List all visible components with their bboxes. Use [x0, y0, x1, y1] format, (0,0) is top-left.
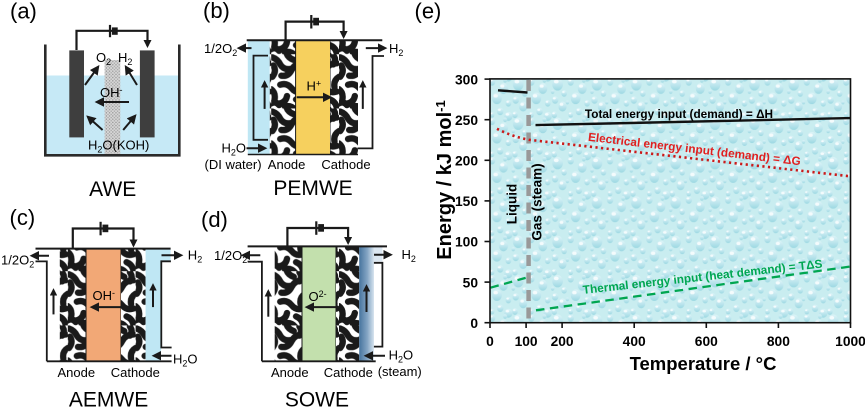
svg-text:Total energy input (demand) =: Total energy input (demand) = ΔH [585, 107, 773, 121]
svg-text:Cathode: Cathode [324, 365, 373, 380]
svg-text:Energy / kJ mol-1: Energy / kJ mol-1 [433, 100, 456, 259]
svg-text:(d): (d) [201, 207, 228, 232]
svg-text:1/2O2: 1/2O2 [214, 248, 247, 265]
svg-text:AWE: AWE [89, 178, 136, 201]
svg-text:300: 300 [455, 72, 478, 87]
svg-text:200: 200 [551, 334, 574, 349]
svg-text:800: 800 [767, 334, 790, 349]
svg-text:600: 600 [695, 334, 718, 349]
svg-text:Temperature / °C: Temperature / °C [630, 353, 777, 374]
svg-text:OH-: OH- [100, 85, 123, 100]
svg-text:150: 150 [455, 194, 478, 209]
svg-text:H2: H2 [389, 41, 403, 58]
svg-text:H2: H2 [188, 248, 202, 265]
svg-text:(DI water): (DI water) [205, 157, 262, 172]
svg-text:PEMWE: PEMWE [273, 177, 352, 200]
svg-text:(b): (b) [203, 0, 230, 23]
svg-text:AEMWE: AEMWE [69, 388, 148, 408]
svg-text:400: 400 [623, 334, 646, 349]
svg-text:(a): (a) [10, 0, 37, 24]
svg-text:(steam): (steam) [378, 364, 422, 379]
svg-text:H2: H2 [402, 247, 416, 264]
svg-text:200: 200 [455, 154, 478, 169]
svg-text:0: 0 [470, 316, 478, 331]
svg-text:SOWE: SOWE [285, 388, 349, 408]
svg-text:Cathode: Cathode [321, 157, 370, 172]
svg-text:O2: O2 [96, 50, 111, 67]
svg-text:Anode: Anode [58, 365, 96, 380]
svg-text:Cathode: Cathode [111, 365, 160, 380]
svg-text:100: 100 [455, 235, 478, 250]
svg-text:50: 50 [463, 275, 479, 290]
svg-text:1/2O2: 1/2O2 [1, 253, 34, 270]
svg-text:H2O(KOH): H2O(KOH) [88, 138, 149, 155]
svg-text:Anode: Anode [271, 365, 309, 380]
svg-text:Liquid: Liquid [505, 184, 520, 225]
svg-text:0: 0 [486, 334, 494, 349]
svg-text:1000: 1000 [835, 334, 865, 349]
svg-text:1/2O2: 1/2O2 [204, 41, 237, 58]
svg-text:(e): (e) [415, 0, 442, 24]
svg-text:100: 100 [515, 334, 538, 349]
svg-text:H2O: H2O [173, 352, 198, 369]
svg-text:H2O: H2O [222, 141, 247, 158]
svg-text:250: 250 [455, 113, 478, 128]
svg-text:H2O: H2O [389, 348, 414, 365]
svg-text:OH-: OH- [93, 288, 116, 303]
svg-text:(c): (c) [10, 205, 36, 230]
svg-text:H2: H2 [118, 50, 132, 67]
svg-text:Anode: Anode [268, 157, 306, 172]
svg-text:Gas (steam): Gas (steam) [530, 163, 545, 240]
